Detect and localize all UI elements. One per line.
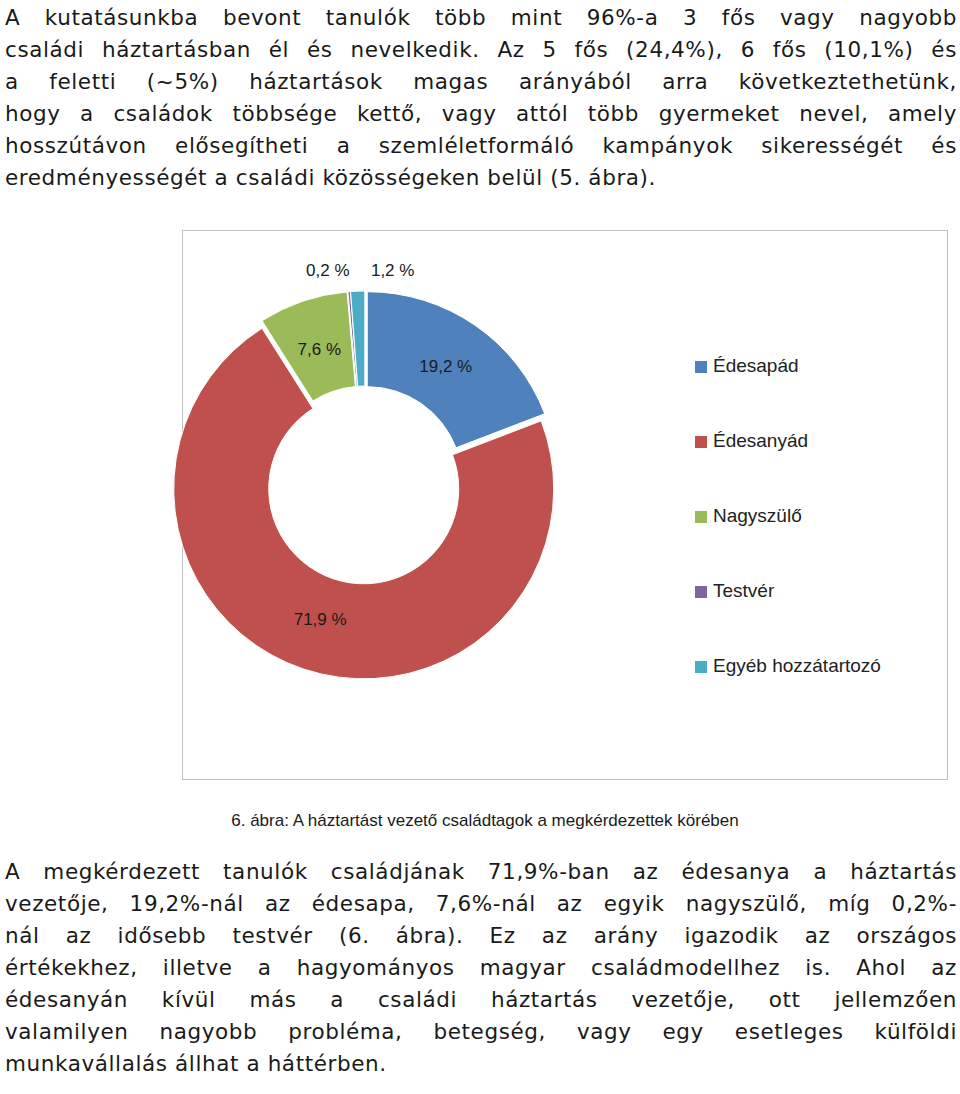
text-line: vezetője, 19,2%-nál az édesapa, 7,6%-nál… (5, 888, 957, 920)
paragraph: A megkérdezett tanulók családjának 71,9%… (5, 856, 957, 1080)
chart-frame (183, 231, 948, 780)
legend-label: Édesanyád (713, 430, 808, 451)
text-line: édesanyán kívül más a családi háztartás … (5, 984, 957, 1016)
text-line: a feletti (~5%) háztartások magas arányá… (5, 66, 957, 98)
legend: Édesapád Édesanyád Nagyszülő Testvér Egyéb h… (695, 355, 881, 676)
legend-swatch (695, 661, 707, 673)
legend-item: Édesanyád (695, 430, 808, 451)
legend-swatch (695, 436, 707, 448)
paragraph: A kutatásunkba bevont tanulók több mint … (5, 2, 957, 194)
text-line: hogy a családok többsége kettő, vagy att… (5, 98, 957, 130)
slice (367, 292, 544, 448)
legend-item: Nagyszülő (695, 505, 802, 526)
legend-item: Egyéb hozzátartozó (695, 655, 881, 676)
data-label: 1,2 % (371, 261, 414, 280)
text-line: nál az idősebb testvér (6. ábra). Ez az … (5, 920, 957, 952)
legend-item: Testvér (695, 580, 775, 601)
text-line: valamilyen nagyobb probléma, betegség, v… (5, 1016, 957, 1048)
legend-swatch (695, 511, 707, 523)
chart: 19,2 %71,9 %7,6 %0,2 %1,2 %ÉdesapádÉdesa… (0, 0, 960, 1094)
data-label: 0,2 % (306, 261, 349, 280)
text-line: A megkérdezett tanulók családjának 71,9%… (5, 856, 957, 888)
legend-label: Testvér (713, 580, 775, 601)
doughnut: 19,2 % 71,9 % 7,6 % 0,2 % 1,2 % (174, 261, 554, 679)
data-label: 19,2 % (419, 357, 472, 376)
caption: 6. ábra: A háztartást vezető családtagok… (231, 811, 738, 830)
text-line: családi háztartásban él és nevelkedik. A… (5, 34, 957, 66)
text-line: hosszútávon elősegítheti a szemléletform… (5, 130, 957, 162)
legend-label: Édesapád (713, 355, 799, 376)
text-line: eredményességét a családi közösségeken b… (5, 162, 957, 194)
legend-swatch (695, 361, 707, 373)
legend-item: Édesapád (695, 355, 799, 376)
data-label: 7,6 % (298, 340, 341, 359)
text-line: munkavállalás állhat a háttérben. (5, 1048, 957, 1080)
text-line: A kutatásunkba bevont tanulók több mint … (5, 2, 957, 34)
text-line: értékekhez, illetve a hagyományos magyar… (5, 952, 957, 984)
slice (262, 292, 355, 401)
legend-label: Nagyszülő (713, 505, 802, 526)
slice (351, 291, 365, 386)
legend-label: Egyéb hozzátartozó (713, 655, 881, 676)
legend-swatch (695, 586, 707, 598)
data-label: 71,9 % (294, 610, 347, 629)
